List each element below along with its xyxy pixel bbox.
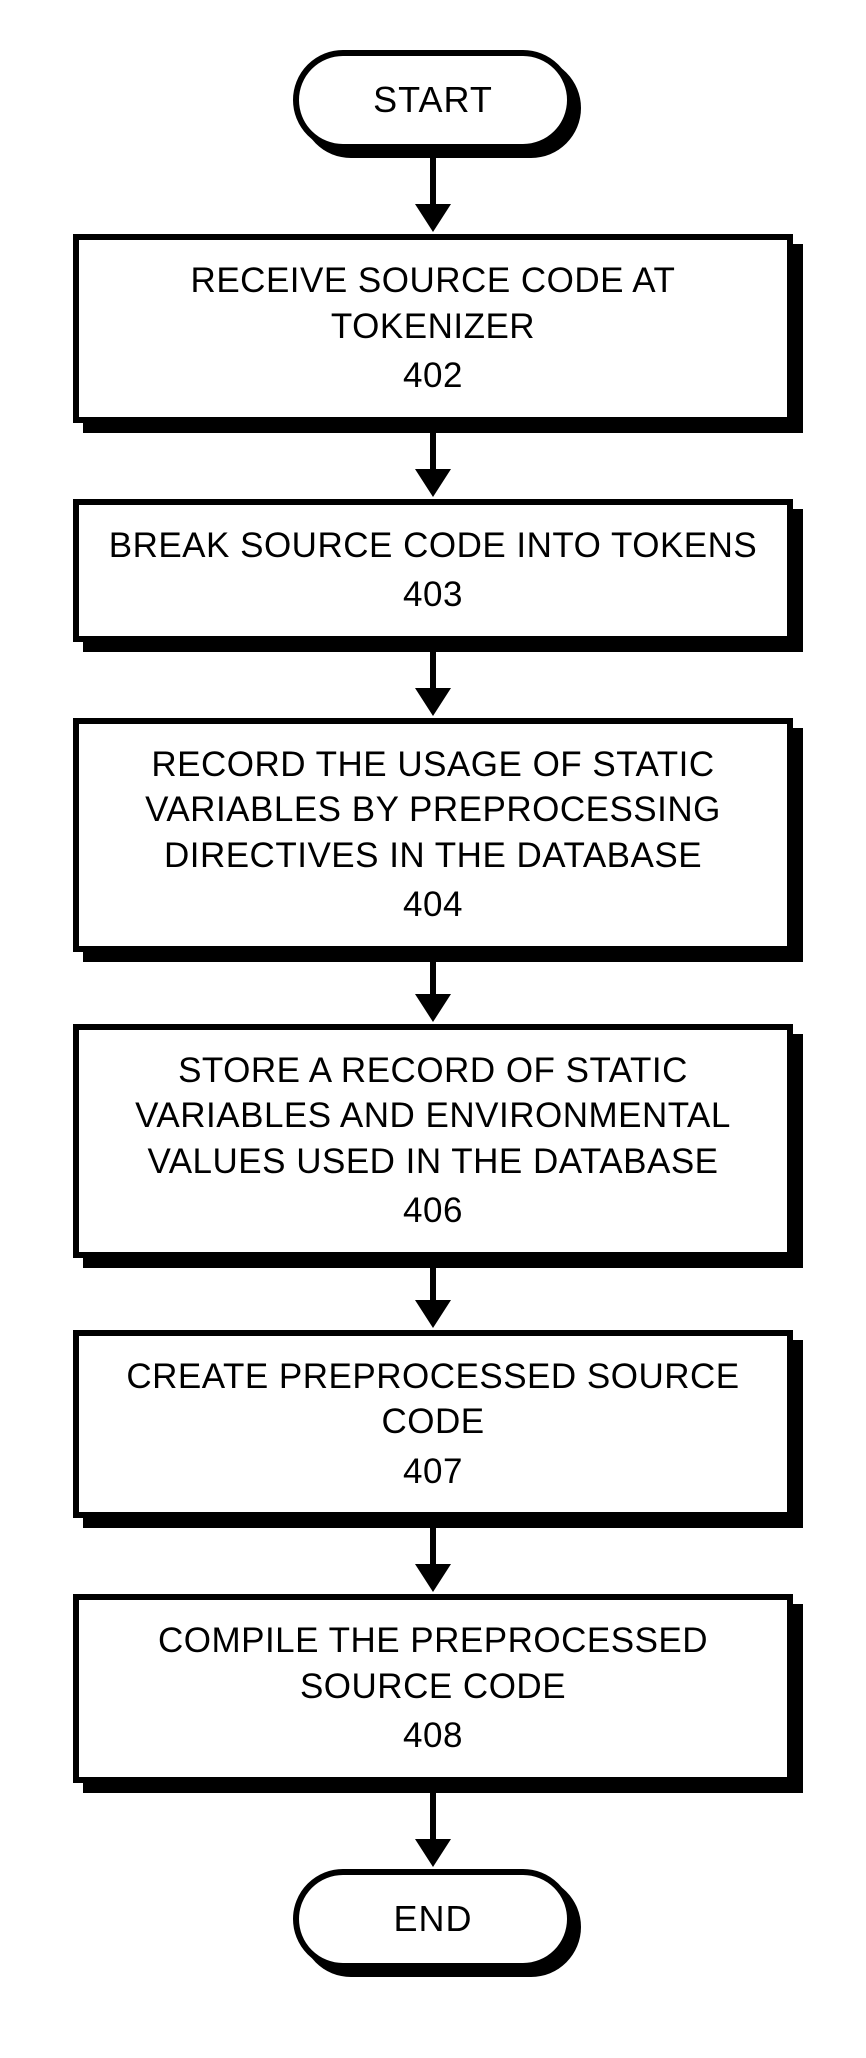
step-text: RECEIVE SOURCE CODE AT TOKENIZER [99, 258, 767, 349]
arrow-line [430, 429, 436, 469]
arrow-head [415, 469, 451, 497]
arrow-4 [415, 1264, 451, 1328]
process-shape: RECEIVE SOURCE CODE AT TOKENIZER 402 [73, 234, 793, 423]
arrow-line [430, 1264, 436, 1300]
start-terminal: START [293, 50, 573, 150]
step-number: 408 [403, 1713, 463, 1759]
arrow-line [430, 958, 436, 994]
process-step-407: CREATE PREPROCESSED SOURCE CODE 407 [73, 1330, 793, 1519]
arrow-line [430, 156, 436, 204]
arrow-head [415, 1300, 451, 1328]
process-step-406: STORE A RECORD OF STATIC VARIABLES AND E… [73, 1024, 793, 1258]
process-step-408: COMPILE THE PREPROCESSED SOURCE CODE 408 [73, 1594, 793, 1783]
arrow-head [415, 994, 451, 1022]
step-text: BREAK SOURCE CODE INTO TOKENS [109, 523, 758, 569]
process-step-403: BREAK SOURCE CODE INTO TOKENS 403 [73, 499, 793, 642]
step-number: 403 [403, 572, 463, 618]
start-label: START [373, 79, 493, 121]
arrow-line [430, 1789, 436, 1839]
step-text: STORE A RECORD OF STATIC VARIABLES AND E… [99, 1048, 767, 1185]
flowchart-container: START RECEIVE SOURCE CODE AT TOKENIZER 4… [0, 0, 866, 2029]
arrow-5 [415, 1524, 451, 1592]
arrow-head [415, 1564, 451, 1592]
end-terminal: END [293, 1869, 573, 1969]
process-shape: COMPILE THE PREPROCESSED SOURCE CODE 408 [73, 1594, 793, 1783]
arrow-head [415, 204, 451, 232]
step-number: 402 [403, 353, 463, 399]
arrow-3 [415, 958, 451, 1022]
start-shape: START [293, 50, 573, 150]
arrow-6 [415, 1789, 451, 1867]
arrow-head [415, 688, 451, 716]
arrow-1 [415, 429, 451, 497]
end-label: END [393, 1898, 472, 1940]
process-step-404: RECORD THE USAGE OF STATIC VARIABLES BY … [73, 718, 793, 952]
process-shape: STORE A RECORD OF STATIC VARIABLES AND E… [73, 1024, 793, 1258]
step-text: CREATE PREPROCESSED SOURCE CODE [99, 1354, 767, 1445]
step-number: 406 [403, 1188, 463, 1234]
step-number: 404 [403, 882, 463, 928]
arrow-head [415, 1839, 451, 1867]
process-step-402: RECEIVE SOURCE CODE AT TOKENIZER 402 [73, 234, 793, 423]
process-shape: CREATE PREPROCESSED SOURCE CODE 407 [73, 1330, 793, 1519]
arrow-line [430, 1524, 436, 1564]
arrow-2 [415, 648, 451, 716]
arrow-0 [415, 156, 451, 232]
step-number: 407 [403, 1449, 463, 1495]
process-shape: BREAK SOURCE CODE INTO TOKENS 403 [73, 499, 793, 642]
step-text: COMPILE THE PREPROCESSED SOURCE CODE [99, 1618, 767, 1709]
step-text: RECORD THE USAGE OF STATIC VARIABLES BY … [99, 742, 767, 879]
end-shape: END [293, 1869, 573, 1969]
arrow-line [430, 648, 436, 688]
process-shape: RECORD THE USAGE OF STATIC VARIABLES BY … [73, 718, 793, 952]
